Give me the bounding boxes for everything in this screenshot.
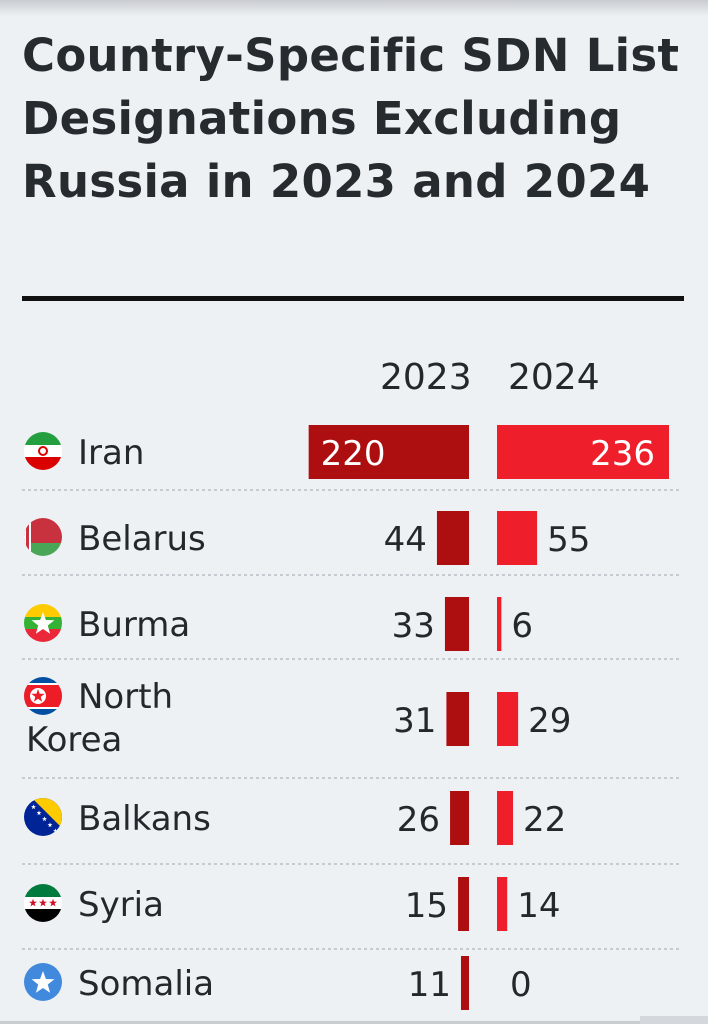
top-shadow [0,0,708,16]
column-header-2023: 2023 [380,357,472,398]
country-label-belarus: Belarus [78,519,206,559]
bar-2024-balkans [497,791,514,845]
north-korea-flag-icon [24,677,62,715]
value-2023-belarus: 44 [384,520,427,560]
bar-2024-iran [497,425,669,479]
bosnia-flag-icon [24,798,62,836]
value-2023-burma: 33 [392,606,435,646]
value-2023-somalia: 11 [408,965,451,1005]
country-label-somalia: Somalia [78,964,214,1004]
syria-flag-icon [24,884,62,922]
bar-2024-burma [497,597,502,651]
bottom-edge [0,1021,640,1024]
bar-2023-somalia [460,956,469,1010]
value-2024-north-korea: 29 [528,701,571,741]
burma-flag-icon [24,604,62,642]
value-2024-belarus: 55 [547,520,590,560]
value-2023-north-korea: 31 [393,701,436,741]
bar-2024-north-korea [497,692,519,746]
somalia-flag-icon [24,963,62,1001]
country-label-syria: Syria [78,885,164,925]
country-label-north-korea: North [78,677,173,717]
title-divider [22,296,684,301]
bar-2024-syria [497,877,508,931]
value-2024-somalia: 0 [510,965,532,1005]
value-2024-iran: 236 [590,434,655,474]
country-label-balkans: Balkans [78,799,211,839]
value-2023-iran: 220 [321,434,386,474]
country-label-burma: Burma [78,605,190,645]
value-2024-syria: 14 [517,886,560,926]
bar-2023-balkans [450,791,469,845]
column-header-2024: 2024 [508,357,600,398]
belarus-flag-icon [24,518,62,556]
scroll-indicator [640,1016,708,1024]
country-label-north-korea-line2: Korea [26,720,122,760]
bar-2023-north-korea [446,692,469,746]
iran-flag-icon [24,432,62,470]
value-2024-burma: 6 [511,606,533,646]
bar-2024-belarus [497,511,538,565]
country-label-iran: Iran [78,433,144,473]
bar-2023-iran [308,425,469,479]
value-2024-balkans: 22 [523,800,566,840]
chart-title: Country-Specific SDN List Designations E… [22,29,680,208]
bar-2023-syria [458,877,469,931]
value-2023-syria: 15 [405,886,448,926]
bar-2023-burma [444,597,469,651]
value-2023-balkans: 26 [397,800,440,840]
bar-2023-belarus [436,511,469,565]
